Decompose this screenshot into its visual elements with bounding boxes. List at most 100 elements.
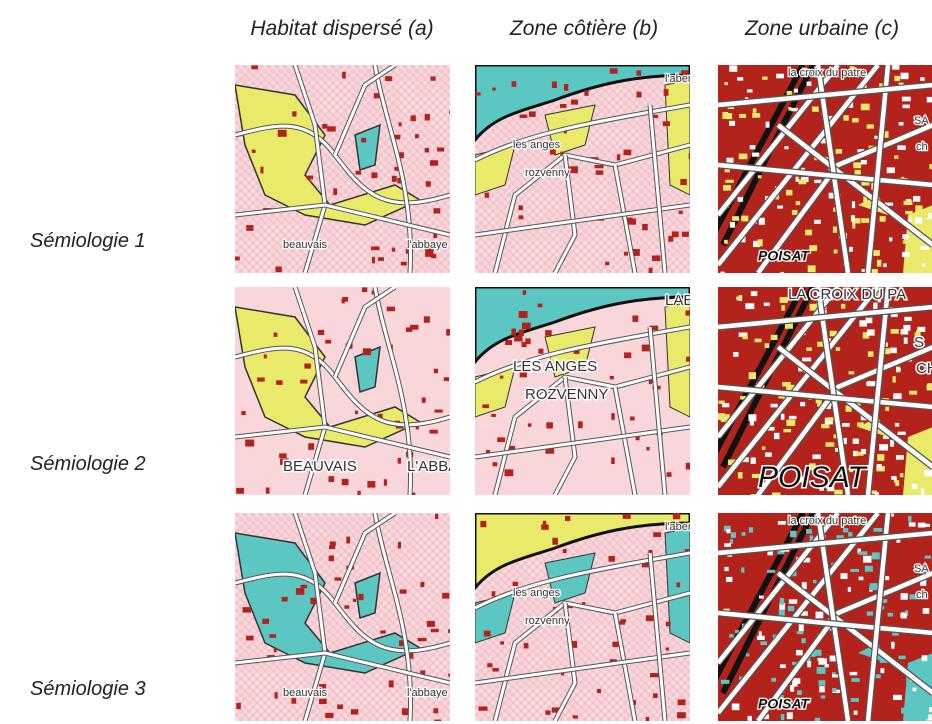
building — [762, 76, 768, 80]
building — [538, 348, 544, 354]
road — [718, 65, 840, 217]
building — [861, 218, 870, 223]
building — [858, 551, 868, 555]
building — [913, 115, 921, 119]
building — [649, 114, 659, 119]
building — [853, 450, 859, 457]
building — [926, 714, 932, 721]
building — [260, 166, 264, 174]
building — [482, 404, 489, 409]
building — [849, 671, 858, 676]
building — [405, 327, 413, 332]
building — [836, 535, 845, 540]
building — [317, 329, 325, 336]
building — [677, 712, 686, 719]
road — [235, 203, 450, 237]
building — [853, 72, 859, 77]
building — [906, 242, 913, 247]
building — [866, 381, 876, 387]
place-label: l'aber — [665, 521, 692, 533]
building — [779, 297, 788, 303]
building — [842, 423, 850, 427]
building — [869, 269, 878, 273]
place-label: LES ANGES — [513, 358, 597, 375]
building — [809, 463, 816, 471]
place-label: la croix du patre — [788, 67, 866, 79]
building — [662, 121, 670, 127]
building — [819, 485, 824, 491]
building — [882, 576, 890, 581]
building — [414, 134, 419, 139]
building — [757, 635, 765, 640]
building — [815, 397, 820, 404]
building — [300, 584, 308, 589]
building — [651, 255, 661, 262]
building — [780, 664, 786, 669]
building — [796, 690, 802, 696]
building — [665, 647, 669, 651]
building — [891, 65, 900, 70]
road — [865, 513, 891, 721]
building — [648, 267, 653, 273]
building — [484, 192, 490, 198]
building — [747, 89, 753, 93]
building — [319, 684, 327, 689]
water — [354, 345, 381, 393]
building — [720, 416, 728, 422]
building — [854, 169, 861, 175]
building — [899, 473, 904, 478]
building — [725, 414, 730, 421]
building — [764, 343, 770, 348]
building — [623, 251, 629, 256]
building — [597, 688, 601, 694]
building — [848, 371, 855, 375]
building — [883, 131, 889, 138]
place-label: rozvenny — [525, 615, 570, 627]
building — [821, 423, 830, 429]
building — [802, 357, 812, 362]
building — [745, 653, 750, 657]
building — [641, 560, 650, 568]
building — [245, 439, 255, 447]
building — [917, 326, 926, 332]
building — [872, 250, 880, 256]
building — [897, 145, 906, 150]
building — [749, 419, 754, 426]
road — [718, 610, 932, 636]
building — [722, 403, 730, 408]
road — [235, 425, 450, 459]
building — [900, 329, 909, 335]
place-label: beauvais — [283, 239, 328, 251]
building — [361, 137, 367, 143]
building — [627, 218, 637, 225]
building — [926, 249, 932, 257]
building — [891, 641, 895, 648]
building — [801, 557, 811, 563]
building — [563, 130, 567, 134]
building — [636, 91, 642, 98]
road — [475, 203, 690, 237]
place-label: beauvais — [283, 687, 328, 699]
building — [499, 375, 504, 379]
building — [616, 154, 621, 161]
building — [377, 413, 383, 419]
map-tile: beauvais l'abbaye — [235, 513, 450, 721]
building — [611, 457, 615, 465]
building — [310, 597, 318, 605]
sea — [475, 287, 690, 365]
building — [334, 577, 342, 581]
building — [595, 170, 604, 175]
place-label: ch — [916, 141, 928, 153]
building — [861, 178, 870, 186]
place-label: POISAT — [758, 248, 811, 264]
building — [757, 239, 763, 247]
map-tile: les anges rozvenny l'aber — [475, 513, 692, 721]
building — [552, 537, 558, 545]
building — [519, 114, 528, 118]
road — [475, 651, 690, 685]
building — [796, 631, 804, 635]
building — [504, 469, 514, 477]
building — [851, 201, 856, 209]
building — [521, 341, 527, 348]
building — [898, 655, 906, 660]
